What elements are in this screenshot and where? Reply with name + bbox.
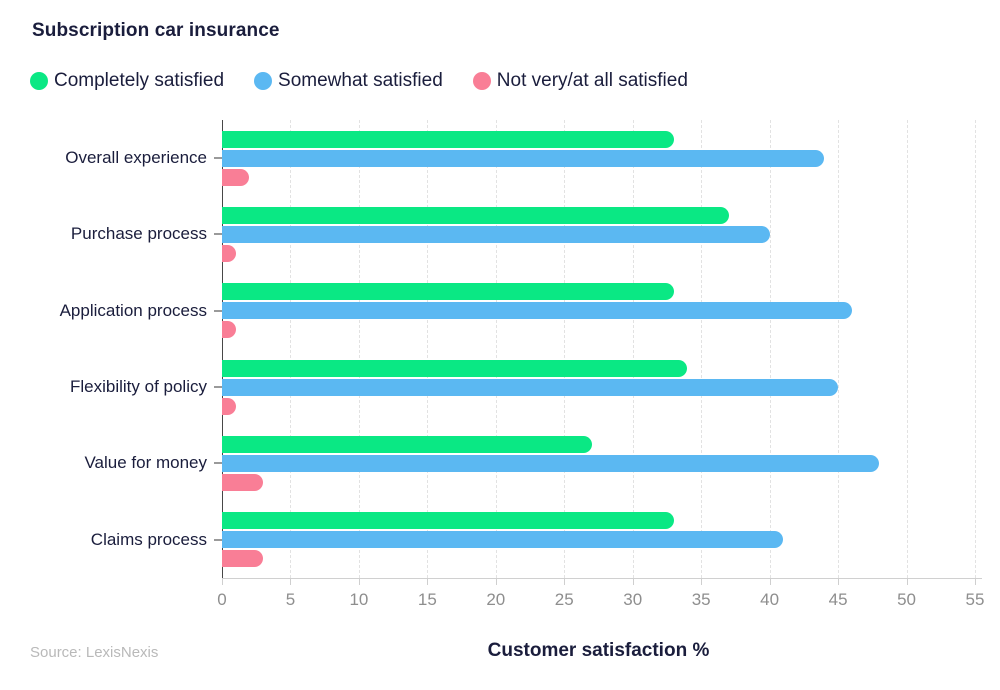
- x-tick-mark-15: [427, 579, 429, 585]
- category-label: Value for money: [84, 453, 207, 473]
- category-label: Claims process: [90, 529, 207, 549]
- category-label: Overall experience: [65, 148, 207, 168]
- x-tick-mark-20: [495, 579, 497, 585]
- legend-dot-icon: [254, 72, 273, 90]
- x-tick-mark-55: [975, 579, 976, 585]
- bar-somewhat-satisfied: [222, 454, 880, 472]
- gridline-45: [838, 120, 840, 578]
- x-tick-label: 10: [349, 590, 369, 609]
- x-tick-mark-25: [564, 579, 566, 585]
- gridline-35: [701, 120, 703, 578]
- category-group-flexibility-of-policy: Flexibility of policy: [0, 349, 1000, 425]
- bar-stack: [222, 283, 975, 339]
- x-tick-label: 0: [217, 590, 227, 609]
- bar-not-very-at-all-satisfied: [222, 168, 250, 186]
- legend-item-somewhat-satisfied: Somewhat satisfied: [254, 70, 443, 92]
- x-tick-label: 45: [828, 590, 848, 609]
- x-tick-mark-30: [632, 579, 634, 585]
- x-tick-mark-40: [769, 579, 771, 585]
- bar-completely-satisfied: [222, 359, 688, 377]
- x-tick-mark-45: [838, 579, 840, 585]
- plot-area: [222, 120, 976, 578]
- x-tick-mark-5: [290, 579, 292, 585]
- x-axis-title: Customer satisfaction %: [487, 640, 710, 661]
- legend-item-completely-satisfied: Completely satisfied: [30, 70, 224, 92]
- x-tick-mark-50: [906, 579, 908, 585]
- x-tick-label: 5: [285, 590, 296, 609]
- legend-dot-icon: [472, 72, 491, 90]
- bar-completely-satisfied: [222, 435, 592, 453]
- bar-completely-satisfied: [222, 512, 674, 530]
- bar-somewhat-satisfied: [222, 149, 825, 167]
- y-tick-mark: [214, 386, 222, 389]
- gridline-5: [290, 120, 292, 578]
- chart-title: Subscription car insurance: [32, 20, 280, 41]
- y-tick-mark: [214, 157, 222, 160]
- x-tick-label: 50: [897, 590, 916, 609]
- y-tick-mark: [214, 309, 222, 312]
- category-group-overall-experience: Overall experience: [0, 120, 1000, 196]
- gridline-15: [427, 120, 429, 578]
- x-axis-line: [222, 578, 982, 579]
- y-tick-mark: [214, 462, 222, 465]
- bar-completely-satisfied: [222, 206, 729, 224]
- bar-somewhat-satisfied: [222, 302, 852, 320]
- bar-stack: [222, 512, 975, 568]
- legend-dot-icon: [30, 72, 48, 90]
- category-label: Flexibility of policy: [70, 377, 207, 397]
- bar-completely-satisfied: [222, 283, 674, 301]
- source-note: Source: LexisNexis: [30, 644, 159, 661]
- bar-not-very-at-all-satisfied: [222, 397, 236, 415]
- bar-groups: Overall experience Purchase process Applic…: [0, 120, 1000, 578]
- x-tick-label: 40: [760, 590, 780, 609]
- bar-not-very-at-all-satisfied: [222, 321, 236, 339]
- category-group-claims-process: Claims process: [0, 502, 1000, 578]
- gridline-25: [564, 120, 566, 578]
- legend-label: Somewhat satisfied: [278, 70, 443, 91]
- bar-stack: [222, 435, 975, 491]
- gridline-40: [769, 120, 771, 578]
- y-tick-mark: [214, 233, 222, 236]
- category-group-value-for-money: Value for money: [0, 425, 1000, 501]
- bar-stack: [222, 359, 975, 415]
- x-tick-mark-35: [701, 579, 703, 585]
- bar-somewhat-satisfied: [222, 531, 784, 549]
- bar-completely-satisfied: [222, 130, 674, 148]
- category-label: Application process: [59, 300, 207, 320]
- x-tick-label: 15: [417, 590, 437, 609]
- chart-area: Overall experience Purchase process Applic…: [0, 120, 1000, 578]
- x-axis: 0 5 10 15 20 25 30 35 40 45 50 55: [217, 578, 984, 618]
- bar-somewhat-satisfied: [222, 225, 770, 243]
- category-label: Purchase process: [70, 224, 207, 244]
- legend-label: Not very/at all satisfied: [496, 70, 688, 91]
- gridline-30: [632, 120, 634, 578]
- gridline-10: [358, 120, 360, 578]
- x-tick-label: 20: [486, 590, 506, 609]
- x-tick-mark-10: [358, 579, 360, 585]
- bar-stack: [222, 206, 975, 262]
- legend-label: Completely satisfied: [54, 70, 225, 91]
- bar-not-very-at-all-satisfied: [222, 473, 264, 491]
- x-tick-label: 55: [965, 590, 985, 609]
- category-group-application-process: Application process: [0, 273, 1000, 349]
- x-tick-mark-0: [222, 579, 223, 585]
- bar-not-very-at-all-satisfied: [222, 550, 264, 568]
- bar-somewhat-satisfied: [222, 378, 839, 396]
- y-tick-mark: [214, 538, 222, 541]
- x-tick-label: 25: [554, 590, 574, 609]
- category-group-purchase-process: Purchase process: [0, 196, 1000, 272]
- gridline-55: [975, 120, 976, 578]
- gridline-50: [906, 120, 908, 578]
- x-tick-label: 35: [691, 590, 711, 609]
- legend: Completely satisfied Somewhat satisfied No…: [30, 70, 688, 92]
- gridline-20: [495, 120, 497, 578]
- legend-item-not-very-at-all-satisfied: Not very/at all satisfied: [472, 70, 688, 92]
- x-tick-label: 30: [623, 590, 643, 609]
- bar-stack: [222, 130, 975, 186]
- y-axis-line: [222, 120, 223, 578]
- bar-not-very-at-all-satisfied: [222, 244, 236, 262]
